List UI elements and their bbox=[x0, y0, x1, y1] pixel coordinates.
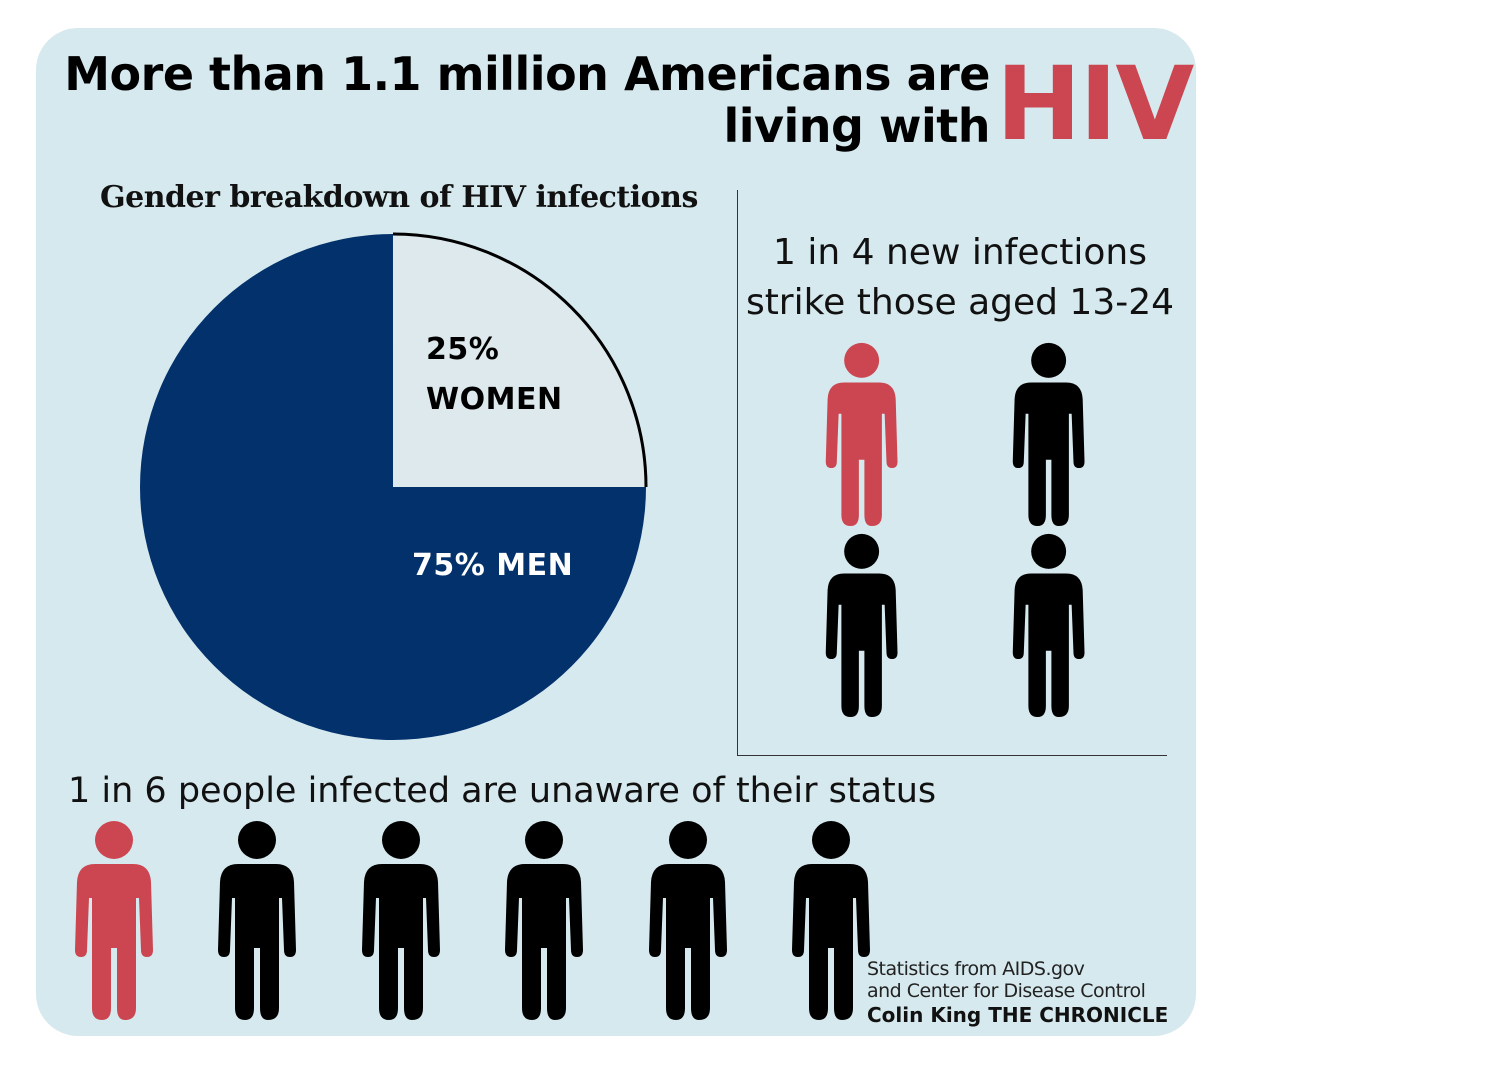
pie-label-women-name: WOMEN bbox=[426, 382, 563, 417]
person-icon bbox=[502, 820, 586, 1024]
person-icon bbox=[823, 342, 900, 530]
credits-author: Colin King THE CHRONICLE bbox=[867, 1003, 1169, 1027]
person-icon bbox=[823, 533, 900, 721]
headline-line-1: More than 1.1 million Americans are bbox=[64, 47, 990, 101]
pie-slice-women-outline bbox=[392, 232, 648, 488]
pie-label-women-percent: 25% bbox=[426, 332, 500, 367]
credits: Statistics from AIDS.gov and Center for … bbox=[867, 958, 1168, 1028]
pie-label-women: 25% WOMEN bbox=[426, 325, 563, 425]
section-divider-vertical bbox=[737, 190, 738, 756]
person-icon bbox=[1010, 342, 1087, 530]
person-icon bbox=[646, 820, 730, 1024]
youth-stat: 1 in 4 new infections strike those aged … bbox=[740, 228, 1180, 328]
pie-chart-title: Gender breakdown of HIV infections bbox=[100, 180, 698, 215]
person-icon bbox=[359, 820, 443, 1024]
pie-label-men: 75% MEN bbox=[412, 548, 574, 583]
youth-stat-line-2: strike those aged 13-24 bbox=[745, 282, 1175, 323]
pie-slice-women bbox=[393, 234, 646, 487]
credits-source-line-1: Statistics from AIDS.gov bbox=[867, 958, 1085, 980]
person-icon bbox=[789, 820, 873, 1024]
person-icon bbox=[72, 820, 156, 1024]
person-icon bbox=[215, 820, 299, 1024]
section-divider-horizontal bbox=[737, 755, 1167, 756]
headline: More than 1.1 million Americans are livi… bbox=[58, 48, 990, 152]
credits-source-line-2: and Center for Disease Control bbox=[867, 980, 1146, 1002]
youth-stat-line-1: 1 in 4 new infections bbox=[773, 232, 1147, 273]
headline-line-2: living with bbox=[723, 99, 991, 153]
headline-hiv: HIV bbox=[996, 45, 1194, 164]
person-icon bbox=[1010, 533, 1087, 721]
unaware-stat: 1 in 6 people infected are unaware of th… bbox=[68, 771, 937, 811]
